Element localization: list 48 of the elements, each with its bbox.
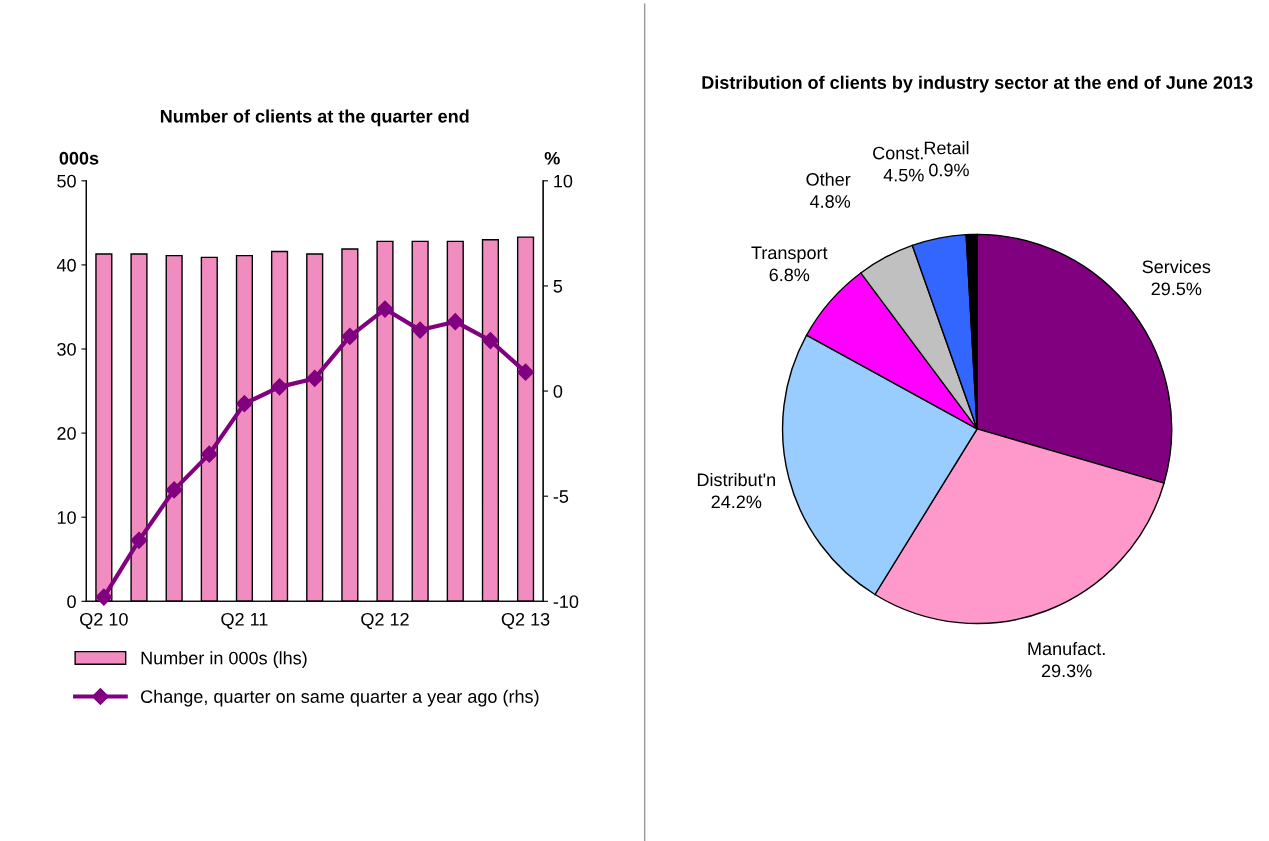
data-label: 0.9% — [929, 163, 969, 177]
point — [271, 378, 289, 396]
y-tick-label: 30 — [57, 342, 76, 356]
slice-label: Distribut'n — [697, 472, 775, 487]
point — [95, 588, 113, 606]
legend-label: Number in 000s (lhs) — [141, 651, 307, 669]
y-tick-label: 10 — [57, 511, 76, 524]
slice-label: Manufact. — [1028, 641, 1105, 656]
data-label: 4.8% — [810, 195, 851, 208]
legend-label: Change, quarter on same quarter a year ago (rhs) — [141, 689, 539, 707]
y-tick-label: 20 — [57, 427, 76, 440]
point — [517, 363, 535, 381]
x-tick-label: Q2 13 — [501, 612, 550, 629]
x-tick-label: Q2 12 — [361, 612, 409, 629]
point — [411, 321, 429, 339]
point — [481, 332, 499, 350]
x-tick-label: Q2 11 — [221, 612, 268, 629]
x-tick-label: Q2 10 — [80, 612, 128, 629]
point — [200, 445, 218, 463]
chart-title: Number of clients at the quarter end — [160, 109, 469, 127]
y-axis-title: 000s — [59, 151, 99, 165]
chart-title: Distribution of clients by industry sector at the end of June 2013 — [702, 75, 1253, 93]
y2-tick-label: 0 — [553, 385, 563, 398]
data-label: 4.5% — [883, 168, 924, 182]
slice-label: Transport — [751, 246, 828, 263]
point — [306, 369, 324, 388]
slice-label: Other — [806, 172, 851, 186]
slice-label: Retail — [924, 141, 969, 155]
data-label: 6.8% — [769, 268, 810, 282]
y-tick-label: 40 — [56, 258, 76, 272]
point — [376, 300, 394, 318]
y2-tick-label: -10 — [553, 595, 579, 609]
data-label: 24.2% — [711, 495, 762, 509]
slice-label: Const. — [873, 146, 923, 160]
y2-axis-title: % — [544, 151, 560, 165]
point — [130, 531, 148, 549]
y-tick-label: 0 — [67, 595, 76, 609]
slice-label: Services — [1142, 259, 1211, 274]
data-label: 29.5% — [1151, 282, 1202, 296]
y2-tick-label: -5 — [553, 490, 569, 503]
point — [341, 327, 359, 345]
point — [165, 481, 183, 499]
point — [446, 313, 464, 331]
y2-tick-label: 10 — [554, 174, 573, 188]
data-label: 29.3% — [1041, 664, 1092, 678]
y2-tick-label: 5 — [553, 280, 563, 293]
point — [235, 395, 253, 413]
y-tick-label: 50 — [57, 174, 76, 188]
